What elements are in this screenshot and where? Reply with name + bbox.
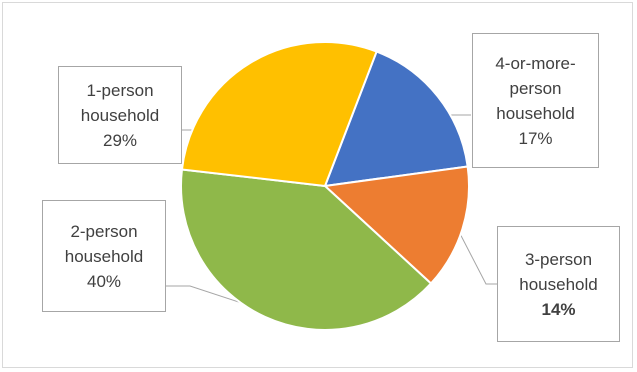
label-line: household bbox=[519, 274, 598, 294]
label-line: 3-person bbox=[524, 249, 593, 269]
pie-slices bbox=[180, 41, 470, 331]
label-percent: 29% bbox=[102, 130, 138, 150]
label-line: 4-or-more- bbox=[495, 53, 576, 73]
pie-slice bbox=[323, 50, 469, 188]
label-line: person bbox=[509, 78, 562, 98]
data-label-1-person: 1-person household 29% bbox=[58, 66, 182, 164]
label-line: household bbox=[80, 105, 160, 125]
pie-slice bbox=[180, 168, 433, 331]
pie-slice bbox=[180, 41, 378, 188]
label-line: household bbox=[496, 103, 575, 123]
data-label-3-person: 3-person household 14% bbox=[497, 226, 620, 342]
label-line: 1-person bbox=[86, 80, 154, 100]
label-percent: 17% bbox=[518, 128, 553, 148]
label-percent: 14% bbox=[541, 299, 576, 319]
data-label-2-person: 2-person household 40% bbox=[42, 200, 166, 312]
data-label-4-or-more-person: 4-or-more- person household 17% bbox=[472, 33, 599, 168]
label-percent: 40% bbox=[86, 271, 122, 291]
pie-slice bbox=[322, 165, 470, 285]
label-line: household bbox=[64, 246, 144, 266]
leader-line bbox=[456, 227, 497, 285]
label-line: 2-person bbox=[70, 221, 138, 241]
